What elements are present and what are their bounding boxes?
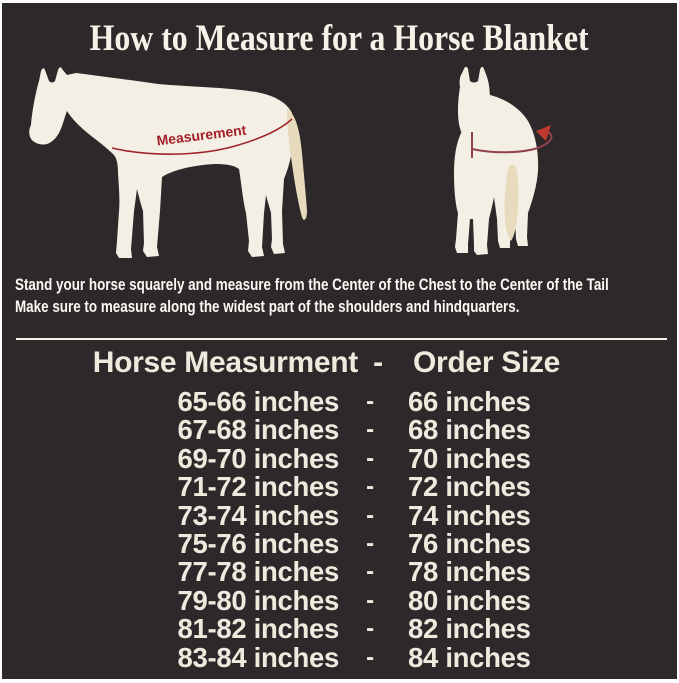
page-title-text: How to Measure for a Horse Blanket	[89, 18, 590, 59]
size-row: 73-74 inches - 74 inches	[177, 499, 531, 531]
side-horse-silhouette: Measurement	[29, 67, 307, 258]
page-title: How to Measure for a Horse Blanket	[2, 17, 677, 60]
girth-arrow-icon	[536, 125, 551, 141]
instruction-line-2: Make sure to measure along the widest pa…	[15, 296, 520, 316]
size-table-header: Horse Measurment - Order Size	[2, 346, 677, 386]
instruction-line-1: Stand your horse squarely and measure fr…	[15, 275, 609, 294]
divider-line	[16, 338, 667, 340]
front-horse-body-icon	[454, 66, 539, 256]
header-order-size-col: Order Size	[413, 346, 561, 379]
front-horse-silhouette	[454, 66, 553, 256]
header-separator: -	[373, 346, 383, 379]
size-row: 69-70 inches - 70 inches	[177, 442, 531, 474]
side-horse-body-icon	[29, 67, 307, 258]
size-row: 75-76 inches - 76 inches	[177, 527, 531, 559]
size-table: Horse Measurment - Order Size 65-66 inch…	[2, 346, 677, 673]
size-row: 71-72 inches - 72 inches	[177, 471, 531, 503]
measuring-instructions: Stand your horse squarely and measure fr…	[15, 274, 677, 317]
size-row: 79-80 inches - 80 inches	[177, 584, 531, 616]
header-measurement-col: Horse Measurment	[92, 346, 359, 379]
side-horse-tail-icon	[287, 108, 307, 220]
size-row: 77-78 inches - 78 inches	[177, 556, 531, 588]
front-horse-tail-icon	[504, 164, 519, 241]
size-row: 83-84 inches - 84 inches	[177, 641, 531, 673]
size-row: 65-66 inches - 66 inches	[177, 386, 531, 417]
size-row: 67-68 inches - 68 inches	[177, 414, 531, 446]
measurement-line-icon	[111, 118, 293, 155]
size-row: 81-82 inches - 82 inches	[177, 613, 531, 645]
